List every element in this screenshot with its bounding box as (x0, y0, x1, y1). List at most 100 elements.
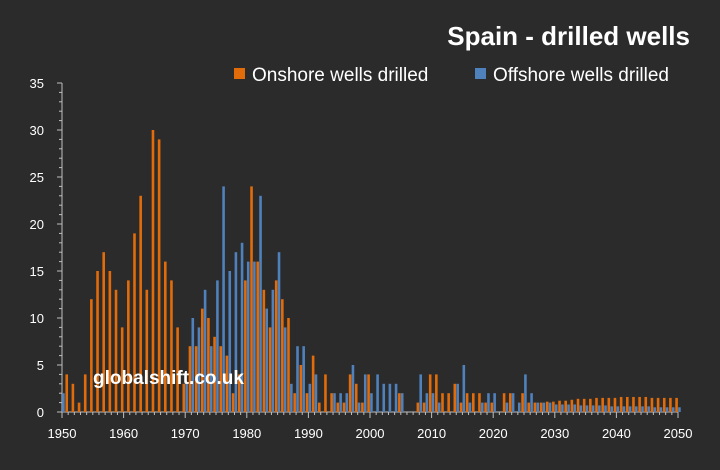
onshore-bar (336, 402, 340, 412)
offshore-bar (665, 407, 669, 412)
offshore-bar (290, 383, 293, 412)
offshore-bar (462, 365, 466, 412)
offshore-bar (419, 374, 422, 412)
onshore-bar (305, 393, 309, 412)
offshore-bar (591, 405, 595, 412)
onshore-bar (342, 402, 346, 412)
offshore-bar (530, 393, 533, 412)
chart-title: Spain - drilled wells (447, 21, 690, 51)
onshore-bar (675, 397, 678, 412)
offshore-bar (203, 289, 207, 412)
offshore-bar (376, 374, 379, 412)
y-tick-label: 35 (30, 76, 44, 91)
offshore-bar (610, 406, 613, 412)
y-tick-label: 20 (30, 217, 44, 232)
onshore-bar (90, 299, 93, 412)
onshore-bar (207, 318, 210, 412)
onshore-bar (619, 396, 623, 412)
onshore-bar (139, 195, 142, 412)
onshore-bar (570, 399, 574, 412)
onshore-bar (589, 398, 592, 412)
x-axis: 1950 1960 1970 1980 1990 2000 2010 2020 2030 2040… (48, 411, 693, 441)
onshore-bar (435, 374, 438, 412)
offshore-bar (357, 402, 361, 412)
onshore-bar (490, 402, 494, 412)
onshore-bar (595, 397, 598, 412)
offshore-bar (240, 242, 244, 412)
onshore-bar (182, 383, 186, 412)
onshore-bar (188, 346, 192, 412)
onshore-bar (632, 396, 635, 412)
onshore-bar (151, 130, 155, 412)
offshore-bar (511, 393, 515, 412)
offshore-bar (253, 261, 256, 412)
offshore-bar (598, 405, 601, 412)
offshore-bar (265, 308, 268, 412)
onshore-bar (213, 336, 216, 412)
onshore-bar (114, 289, 118, 412)
onshore-bar (626, 396, 629, 412)
x-tick-label: 1970 (171, 426, 200, 441)
onshore-bar (231, 393, 235, 412)
onshore-bar (108, 271, 112, 412)
offshore-bar (425, 393, 429, 412)
offshore-bar (283, 327, 287, 412)
offshore-bar (647, 406, 650, 412)
onshore-bar (102, 252, 105, 412)
x-tick-label: 2010 (417, 426, 446, 441)
onshore-bar (299, 365, 303, 412)
offshore-bar (351, 365, 355, 412)
offshore-bar (653, 407, 657, 412)
offshore-bar (339, 393, 342, 412)
legend-label-onshore: Onshore wells drilled (252, 65, 428, 86)
x-tick-label: 1950 (48, 426, 77, 441)
onshore-bar (157, 139, 161, 412)
onshore-bar (318, 402, 321, 412)
offshore-bar (468, 402, 472, 412)
offshore-bar (567, 404, 570, 412)
offshore-bar (635, 406, 638, 412)
onshore-bar (447, 393, 450, 412)
offshore-bar (659, 407, 663, 412)
offshore-bar (517, 402, 521, 412)
offshore-bar (524, 374, 527, 412)
offshore-bar (579, 405, 583, 412)
onshore-bar (176, 327, 179, 412)
onshore-bar (256, 261, 259, 412)
offshore-bar (308, 383, 312, 412)
onshore-bar (71, 383, 75, 412)
offshore-bar (62, 393, 65, 412)
offshore-bar (542, 402, 546, 412)
onshore-bar (219, 346, 223, 412)
onshore-bar (502, 393, 506, 412)
onshore-bar (564, 400, 567, 412)
offshore-bar (456, 383, 459, 412)
offshore-bar (622, 406, 626, 412)
offshore-bar (314, 374, 318, 412)
offshore-bar (671, 407, 675, 412)
x-tick-label: 2050 (664, 426, 693, 441)
offshore-bar (228, 271, 232, 412)
onshore-bar (77, 402, 81, 412)
offshore-bar (536, 402, 540, 412)
offshore-bar (333, 393, 336, 412)
onshore-bar (274, 280, 278, 412)
onshore-bar (361, 402, 364, 412)
onshore-bar (533, 402, 537, 412)
onshore-bar (576, 398, 580, 412)
onshore-bar (508, 393, 512, 412)
y-tick-label: 5 (37, 358, 44, 373)
legend: Onshore wells drilled Offshore wells dri… (234, 65, 669, 86)
onshore-bar (133, 233, 136, 412)
onshore-bar (644, 396, 648, 412)
x-tick-label: 1980 (232, 426, 261, 441)
legend-label-offshore: Offshore wells drilled (493, 65, 669, 86)
onshore-bar (465, 393, 469, 412)
watermark: globalshift.co.uk (93, 368, 244, 389)
onshore-bar (650, 397, 654, 412)
offshore-bar (302, 346, 305, 412)
y-tick-label: 0 (37, 405, 44, 420)
offshore-bar (277, 252, 281, 412)
onshore-bar (398, 393, 401, 412)
y-tick-label: 15 (30, 264, 44, 279)
